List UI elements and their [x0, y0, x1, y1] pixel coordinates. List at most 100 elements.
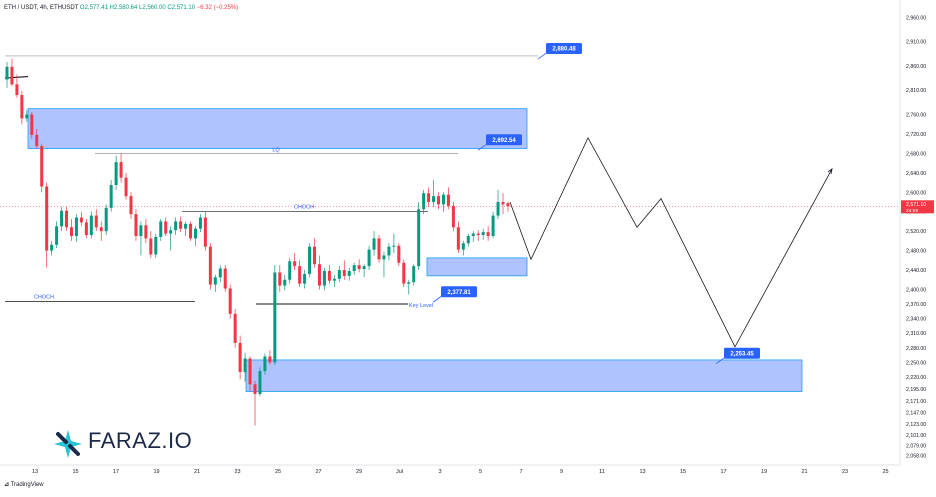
candle-body — [402, 262, 406, 284]
candle-body — [69, 227, 73, 236]
candle-body — [109, 184, 113, 208]
candle-body — [372, 238, 376, 250]
candle-body — [258, 371, 262, 394]
high-value: H2,580.64 — [109, 5, 138, 11]
countdown-label: 24:59 — [906, 208, 918, 214]
candle-body — [263, 356, 267, 372]
candle-body — [253, 384, 257, 394]
candle-body — [30, 114, 34, 135]
annotation-label: LQ — [272, 147, 280, 153]
y-tick-label: 2,760.00 — [906, 112, 926, 118]
candle-body — [377, 238, 381, 260]
x-tick-label: 19 — [153, 469, 159, 475]
candle-body — [293, 261, 297, 267]
x-tick-label: 13 — [32, 469, 38, 475]
header-info: ETH / USDT, 4h, ETHUSDT O2,577.41 H2,580… — [4, 5, 238, 11]
y-tick-label: 2,079.00 — [906, 443, 926, 449]
y-tick-label: 2,101.00 — [906, 433, 926, 439]
y-tick-label: 2,310.00 — [906, 331, 926, 337]
candle-body — [134, 214, 138, 236]
tradingview-label: TradingView — [10, 482, 44, 488]
candle-body — [238, 342, 242, 373]
candle-body — [129, 196, 133, 215]
open-value: O2,577.41 — [79, 5, 108, 11]
candle-body — [427, 193, 431, 202]
candle-body — [298, 266, 302, 284]
candle-body — [99, 227, 103, 232]
candle-body — [89, 215, 93, 236]
candle-body — [169, 230, 173, 234]
tradingview-logo-icon: ⊿ — [4, 482, 10, 488]
y-tick-label: 2,280.00 — [906, 346, 926, 352]
level-callout-box — [441, 286, 477, 298]
x-tick-label: 15 — [72, 469, 78, 475]
candle-body — [60, 210, 64, 227]
projection-path-line — [509, 136, 833, 348]
candle-body — [268, 356, 272, 363]
candle-body — [94, 215, 98, 228]
candle-body — [332, 278, 336, 281]
x-tick-label: 5 — [479, 469, 482, 475]
y-tick-label: 2,720.00 — [906, 132, 926, 138]
candle-body — [352, 265, 356, 271]
supply-zone — [27, 108, 528, 149]
faraz-logo-icon — [54, 430, 82, 458]
candle-body — [476, 233, 480, 236]
candle-body — [10, 66, 14, 85]
level-callout-box — [486, 134, 522, 146]
candle-body — [84, 222, 88, 236]
candle-body — [223, 268, 227, 289]
x-tick-label: 29 — [356, 469, 362, 475]
x-tick-label: 21 — [194, 469, 200, 475]
y-tick-label: 2,960.00 — [906, 15, 926, 21]
candle-body — [506, 203, 510, 207]
level-callout-label: 2,377.81 — [447, 290, 471, 296]
y-tick-label: 2,600.00 — [906, 190, 926, 196]
candle-body — [278, 272, 282, 286]
candle-body — [342, 270, 346, 276]
candle-body — [139, 225, 143, 236]
candle-body — [164, 221, 168, 234]
x-tick-label: 19 — [761, 469, 767, 475]
candle-body — [55, 226, 59, 245]
x-tick-label: 25 — [275, 469, 281, 475]
x-tick-label: 23 — [234, 469, 240, 475]
y-tick-label: 2,640.00 — [906, 171, 926, 177]
y-tick-label: 2,810.00 — [906, 88, 926, 94]
x-tick-label: 15 — [680, 469, 686, 475]
candle-body — [466, 236, 470, 244]
level-callout-label: 2,880.48 — [552, 47, 576, 53]
candle-body — [179, 221, 183, 229]
candle-body — [308, 246, 312, 274]
candle-body — [40, 146, 44, 187]
candle-body — [193, 228, 197, 239]
level-callout-label: 2,692.54 — [492, 138, 516, 144]
candle-body — [322, 270, 326, 286]
annotation-label: CHOCH — [294, 205, 314, 211]
x-tick-label: 25 — [882, 469, 888, 475]
y-tick-label: 2,340.00 — [906, 317, 926, 323]
candle-body — [35, 134, 39, 147]
candle-body — [184, 223, 188, 229]
candle-body — [491, 215, 495, 236]
candle-body — [501, 201, 505, 205]
y-tick-label: 2,147.00 — [906, 410, 926, 416]
candle-body — [174, 221, 178, 231]
candle-body — [432, 196, 436, 202]
candle-body — [303, 273, 307, 284]
y-tick-label: 2,440.00 — [906, 268, 926, 274]
candle-body — [397, 245, 401, 263]
candle-body — [347, 270, 351, 276]
candle-body — [144, 225, 148, 239]
faraz-logo-text: FARAZ.IO — [88, 428, 193, 453]
candle-body — [317, 264, 321, 286]
candle-body — [337, 270, 341, 279]
candle-body — [25, 114, 29, 119]
candle-body — [119, 162, 123, 178]
tradingview-attribution: ⊿ TradingView — [4, 481, 44, 488]
y-tick-label: 2,250.00 — [906, 360, 926, 366]
y-tick-label: 2,480.00 — [906, 249, 926, 255]
candle-body — [367, 249, 371, 267]
